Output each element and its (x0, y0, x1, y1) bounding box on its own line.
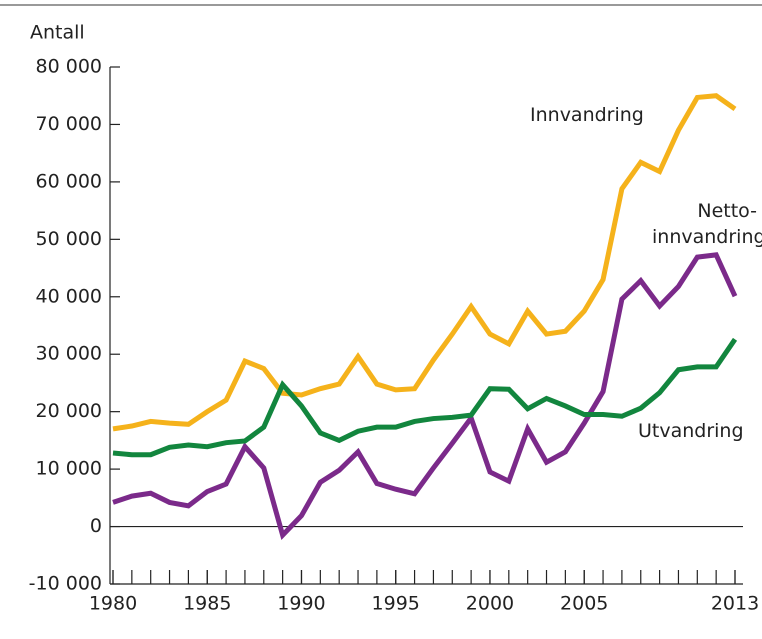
x-tick-label: 1990 (277, 593, 325, 615)
y-tick-label: -10 000 (29, 573, 102, 595)
y-tick-label: 20 000 (36, 400, 102, 422)
x-tick-label: 2005 (560, 593, 608, 615)
series-line (112, 93, 737, 432)
x-tick-label: 1985 (183, 593, 231, 615)
series-label: Netto-innvandring (652, 200, 762, 248)
y-tick-label: 60 000 (36, 170, 102, 192)
y-tick-label: 10 000 (36, 458, 102, 480)
y-tick-label: 0 (90, 515, 102, 537)
x-tick-label: 1980 (89, 593, 137, 615)
y-tick-label: 70 000 (36, 113, 102, 135)
series-line (112, 337, 738, 458)
y-tick-label: 80 000 (36, 56, 102, 78)
x-tick-label: 1995 (372, 593, 420, 615)
y-tick-label: 50 000 (36, 228, 102, 250)
series-label: Utvandring (638, 420, 744, 442)
x-tick-label: 2013 (711, 593, 759, 615)
y-tick-label: 30 000 (36, 343, 102, 365)
series-label: Innvandring (530, 104, 644, 126)
y-axis-label: Antall (30, 22, 85, 44)
y-tick-label: 40 000 (36, 285, 102, 307)
x-tick-label: 2000 (466, 593, 514, 615)
series-line (112, 252, 738, 541)
